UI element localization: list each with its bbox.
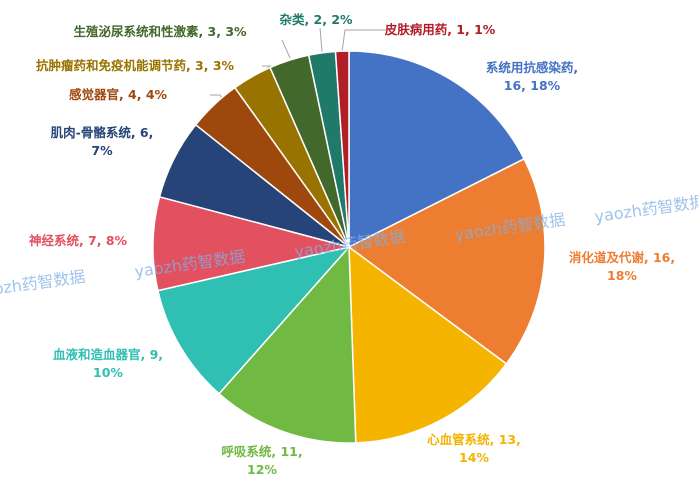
pie-slice: [217, 245, 357, 444]
data-label: 生殖泌尿系统和性激素, 3, 3%: [73, 24, 247, 39]
data-label-line: 16, 18%: [504, 78, 561, 93]
pie-slice: [157, 245, 352, 395]
data-label-line: 10%: [93, 365, 123, 380]
pie-slice: [348, 245, 508, 444]
data-label-line: 杂类, 2, 2%: [279, 12, 353, 27]
data-label-line: 心血管系统, 13,: [427, 432, 521, 447]
data-label: 消化道及代谢, 16, 18%: [569, 250, 675, 283]
data-label: 皮肤病用药, 1, 1%: [384, 22, 496, 37]
data-label-line: 感觉器官, 4, 4%: [69, 87, 168, 102]
data-label: 血液和造血器官, 9, 10%: [53, 347, 163, 380]
data-label-line: 皮肤病用药, 1, 1%: [384, 22, 496, 37]
data-label: 杂类, 2, 2%: [279, 12, 353, 27]
pie-slice: [334, 50, 350, 248]
data-label-line: 12%: [247, 462, 277, 477]
data-label: 神经系统, 7, 8%: [29, 233, 128, 248]
data-label-line: 神经系统, 7, 8%: [29, 233, 128, 248]
pie-slice: [348, 50, 526, 249]
data-label-line: 生殖泌尿系统和性激素, 3, 3%: [73, 24, 247, 39]
data-label-line: 消化道及代谢, 16,: [569, 250, 675, 265]
data-label: 呼吸系统, 11, 12%: [221, 444, 302, 477]
data-label-line: 肌肉-骨骼系统, 6,: [50, 125, 154, 140]
data-label-line: 呼吸系统, 11,: [221, 444, 302, 459]
data-label: 肌肉-骨骼系统, 6, 7%: [50, 125, 154, 158]
pie-slice: [152, 195, 350, 292]
data-label-line: 14%: [459, 450, 489, 465]
data-label: 感觉器官, 4, 4%: [69, 87, 168, 102]
data-label: 系统用抗感染药, 16, 18%: [486, 60, 578, 93]
data-label: 抗肿瘤药和免疫机能调节药, 3, 3%: [36, 58, 235, 73]
data-label: 心血管系统, 13, 14%: [427, 432, 521, 465]
data-label-line: 7%: [91, 143, 113, 158]
data-label-line: 18%: [607, 268, 637, 283]
data-label-line: 血液和造血器官, 9,: [53, 347, 163, 362]
data-label-line: 抗肿瘤药和免疫机能调节药, 3, 3%: [36, 58, 235, 73]
pie-slice: [347, 157, 546, 365]
data-label-line: 系统用抗感染药,: [486, 60, 578, 75]
